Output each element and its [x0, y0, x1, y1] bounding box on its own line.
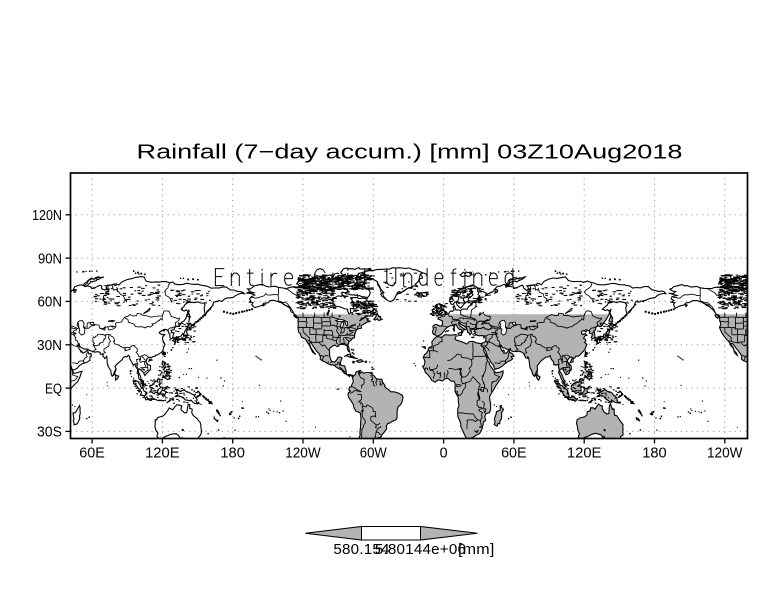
svg-text:60N: 60N: [38, 294, 63, 311]
svg-text:120W: 120W: [707, 445, 743, 462]
svg-text:60W: 60W: [360, 445, 388, 462]
svg-text:120E: 120E: [145, 445, 180, 462]
svg-text:EQ: EQ: [45, 380, 62, 397]
svg-text:90N: 90N: [38, 250, 62, 267]
svg-text:180: 180: [220, 445, 245, 462]
svg-text:120E: 120E: [567, 445, 602, 462]
svg-text:180: 180: [642, 445, 667, 462]
svg-text:580.154: 580.154: [333, 541, 389, 558]
svg-text:60E: 60E: [501, 445, 526, 462]
svg-text:30N: 30N: [37, 337, 62, 354]
svg-text:0: 0: [440, 445, 448, 462]
svg-text:60E: 60E: [79, 445, 105, 462]
svg-text:Rainfall (7−day accum.) [mm] 0: Rainfall (7−day accum.) [mm] 03Z10Aug201…: [137, 141, 683, 164]
svg-text:120W: 120W: [285, 445, 321, 462]
svg-text:30S: 30S: [37, 424, 62, 441]
svg-text:5.80144e+06: 5.80144e+06: [375, 541, 466, 558]
svg-text:[mm]: [mm]: [458, 541, 495, 558]
svg-text:120N: 120N: [32, 207, 62, 224]
